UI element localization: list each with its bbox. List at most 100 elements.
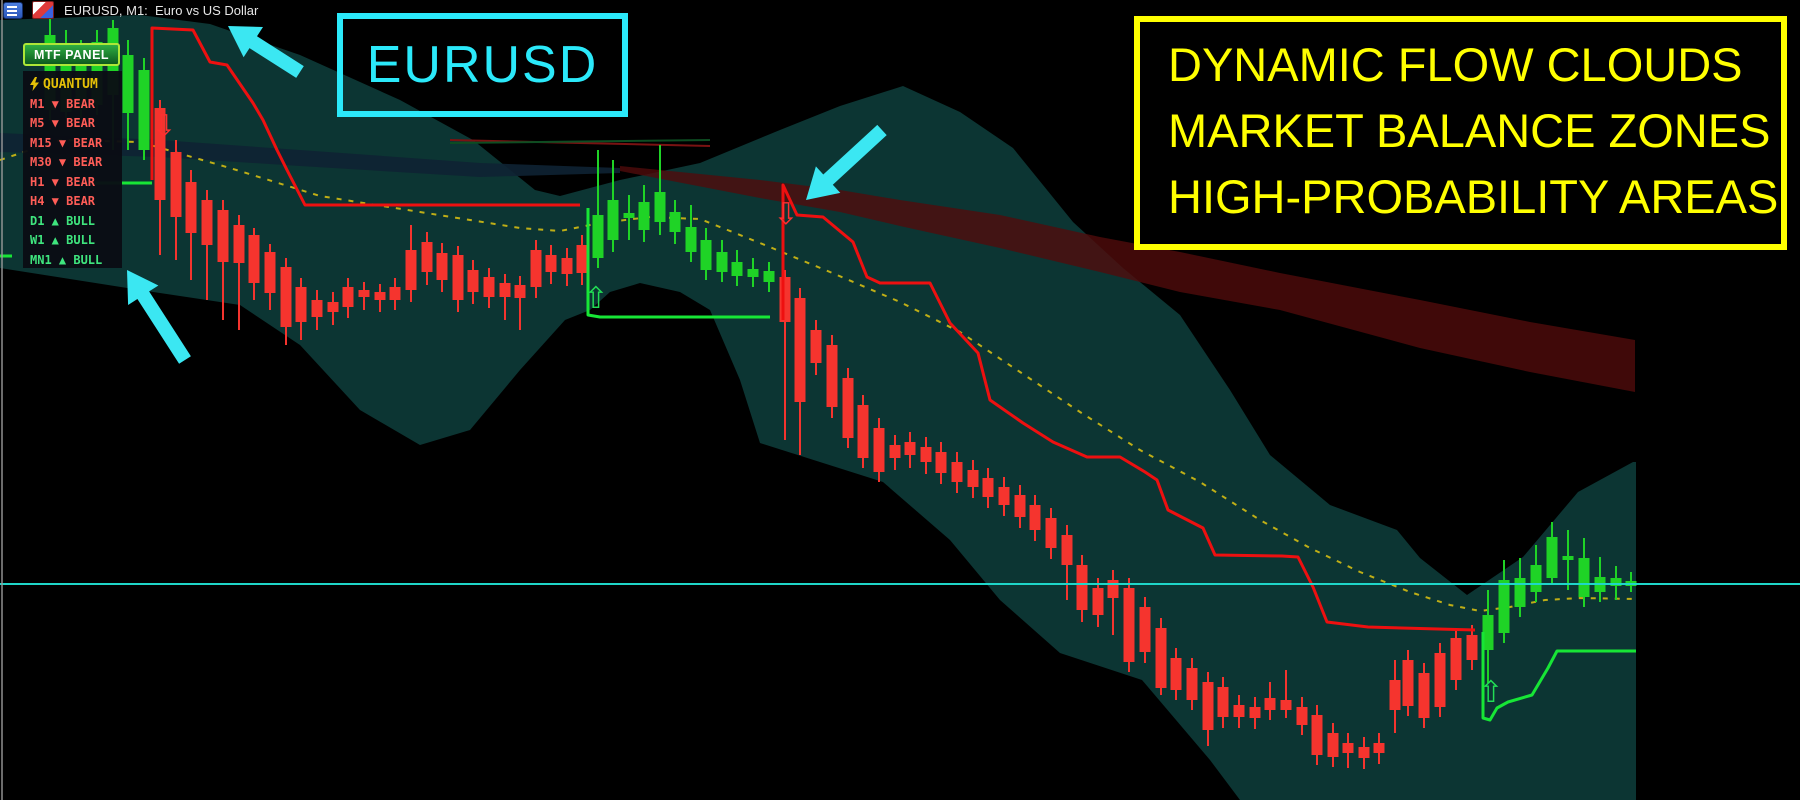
candle-body xyxy=(1466,635,1478,660)
candle-body xyxy=(1342,743,1354,753)
candle-body xyxy=(1327,733,1339,757)
candle-body xyxy=(1418,673,1430,718)
candle-body xyxy=(889,445,901,458)
mtf-row-w1: W1 ▲ BULL xyxy=(30,233,96,248)
candle-body xyxy=(1076,565,1088,610)
candle-body xyxy=(1139,607,1151,652)
candle-body xyxy=(499,283,511,297)
candle-body xyxy=(327,302,339,312)
candle-body xyxy=(623,213,635,218)
candle-body xyxy=(358,290,370,297)
candle-body xyxy=(716,252,728,272)
candle-body xyxy=(421,242,433,272)
sell-signal-arrow-icon: ⇩ xyxy=(151,109,176,144)
candle-body xyxy=(1202,682,1214,730)
candle-body xyxy=(842,378,854,438)
candle-body xyxy=(1249,707,1261,718)
candle-body xyxy=(1107,580,1119,598)
candle-body xyxy=(561,258,573,274)
candle-body xyxy=(1610,578,1622,586)
candle-body xyxy=(685,227,697,252)
candle-body xyxy=(389,287,401,300)
candle-body xyxy=(342,287,354,307)
candle-body xyxy=(1296,707,1308,725)
symbol-label: EURUSD xyxy=(366,36,599,94)
arrow-to-mtf-panel-icon xyxy=(127,270,191,364)
chart-title: EURUSD, M1: Euro vs US Dollar xyxy=(64,2,259,18)
mtf-row-m15: M15 ▼ BEAR xyxy=(30,135,103,150)
candle-body xyxy=(700,240,712,270)
candle-body xyxy=(904,442,916,455)
candle-body xyxy=(1373,743,1385,753)
supertrend-bull-line xyxy=(586,208,770,319)
candle-body xyxy=(857,405,869,458)
candle-body xyxy=(669,212,681,232)
candle-body xyxy=(1092,588,1104,615)
market-watch-icon[interactable] xyxy=(3,1,23,19)
candle-body xyxy=(747,269,759,277)
chart-title-bar: EURUSD, M1: Euro vs US Dollar xyxy=(0,0,258,20)
candle-body xyxy=(233,225,245,263)
supertrend-bear-line xyxy=(150,26,580,207)
candle-body xyxy=(483,277,495,297)
candle-body xyxy=(295,287,307,322)
candle-body xyxy=(1029,505,1041,530)
candle-body xyxy=(731,262,743,276)
candle-body xyxy=(436,253,448,280)
supertrend-bull-line xyxy=(1481,632,1636,722)
candle-body xyxy=(1280,700,1292,710)
candle-body xyxy=(311,300,323,317)
banner-line-1: DYNAMIC FLOW CLOUDS xyxy=(1168,38,1743,91)
candle-body xyxy=(264,252,276,293)
mtf-brand-row: QUANTUM xyxy=(30,74,122,94)
candle-body xyxy=(154,108,166,200)
mtf-panel-header[interactable]: MTF PANEL xyxy=(23,43,120,66)
candle-body xyxy=(1014,495,1026,517)
candle-body xyxy=(638,202,650,230)
mtf-panel: QUANTUM M1 ▼ BEAR M5 ▼ BEAR M15 ▼ BEAR M30 … xyxy=(23,71,122,268)
mtf-row-m30: M30 ▼ BEAR xyxy=(30,155,103,170)
candle-body xyxy=(1514,578,1526,607)
candle-body xyxy=(405,250,417,290)
mtf-row-d1: D1 ▲ BULL xyxy=(30,213,96,228)
mtf-panel-title: MTF PANEL xyxy=(33,47,110,62)
candle-body xyxy=(1450,638,1462,680)
candle-body xyxy=(1186,668,1198,700)
candle-body xyxy=(514,285,526,298)
sell-signal-arrow-icon: ⇩ xyxy=(773,197,798,232)
candle-body xyxy=(1578,558,1590,597)
htf-green-line xyxy=(449,139,711,144)
candle-body xyxy=(576,245,588,273)
candle-body xyxy=(826,345,838,407)
banner-line-2: MARKET BALANCE ZONES xyxy=(1168,104,1771,157)
mtf-row-h1: H1 ▼ BEAR xyxy=(30,174,96,189)
candle-body xyxy=(1434,653,1446,707)
candle-body xyxy=(1311,715,1323,755)
candle-body xyxy=(998,487,1010,505)
candle-body xyxy=(810,330,822,363)
arrow-to-title-icon xyxy=(228,26,304,78)
candle-body xyxy=(1562,556,1574,560)
candle-body xyxy=(1402,660,1414,706)
supertrend-bear-line xyxy=(781,183,1476,632)
candle-body xyxy=(1530,565,1542,592)
symbol-callout-box: EURUSD xyxy=(337,13,628,117)
candle-body xyxy=(280,267,292,327)
candle-body xyxy=(1358,747,1370,758)
chart-type-icon[interactable] xyxy=(32,1,54,19)
candle-body xyxy=(607,200,619,240)
candle-body xyxy=(920,447,932,462)
candle-body xyxy=(138,70,150,150)
candle-body xyxy=(248,235,260,283)
candle-body xyxy=(779,277,791,322)
candle-body xyxy=(185,182,197,233)
candle-body xyxy=(545,255,557,272)
arrow-to-sell-flip-icon xyxy=(806,124,887,200)
candle-body xyxy=(1482,615,1494,650)
candle-body xyxy=(1155,628,1167,688)
candle-body xyxy=(1217,687,1229,717)
candle-body xyxy=(1498,580,1510,633)
buy-signal-arrow-icon: ⇧ xyxy=(1478,675,1503,710)
buy-signal-arrow-icon: ⇧ xyxy=(583,281,608,316)
